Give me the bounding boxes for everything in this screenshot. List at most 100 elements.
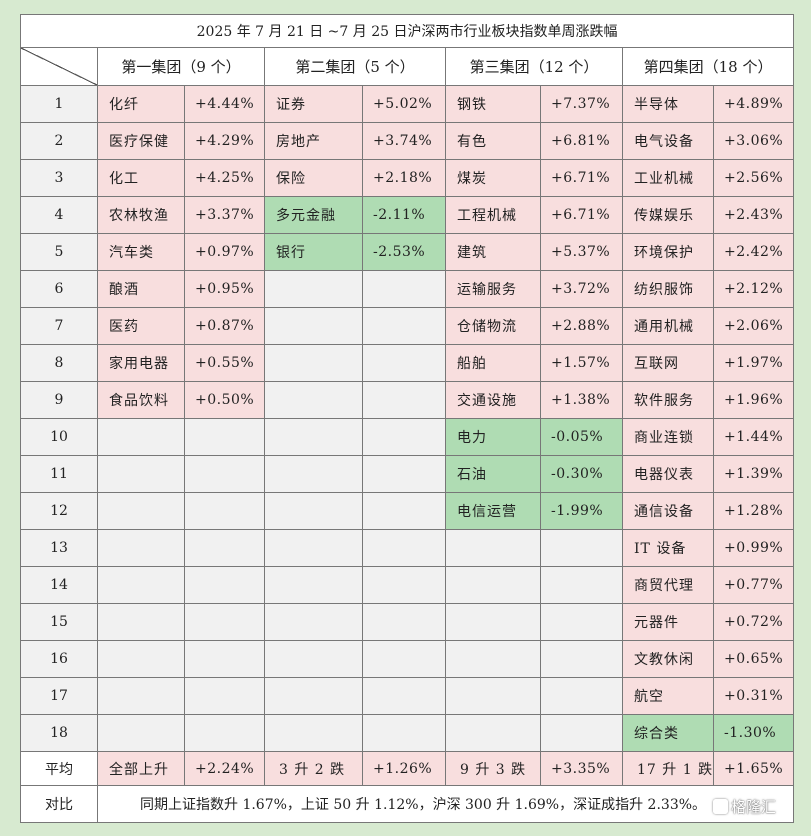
sector-name-cell: 商业连锁 [622, 418, 714, 456]
rank-cell: 15 [20, 603, 98, 641]
sector-change-cell: +3.06% [712, 122, 795, 160]
sector-name-cell: 农林牧渔 [97, 196, 185, 234]
sector-change-cell: +0.99% [712, 529, 795, 567]
empty-cell [97, 455, 185, 493]
empty-cell [184, 677, 265, 715]
sector-name-cell: 化工 [97, 159, 185, 197]
sector-name-cell: 航空 [622, 677, 714, 715]
sector-name-cell: 通用机械 [622, 307, 714, 345]
average-summary-cell: 9 升 3 跌 [445, 751, 541, 786]
table-row: 10 电力 -0.05% 商业连锁 +1.44% [20, 418, 795, 456]
sector-name-cell: 软件服务 [622, 381, 714, 419]
sector-change-cell: +3.74% [362, 122, 446, 160]
sector-change-cell: +6.71% [540, 196, 623, 234]
sector-name-cell: 酿酒 [97, 270, 185, 308]
rank-cell: 17 [20, 677, 98, 715]
sector-name-cell: 电器仪表 [622, 455, 714, 493]
sector-change-cell: +5.02% [362, 85, 446, 123]
table-row: 17 航空 +0.31% [20, 677, 795, 715]
average-summary-cell: 全部上升 [97, 751, 185, 786]
sector-change-cell: +0.65% [712, 640, 795, 678]
sector-name-cell: 化纤 [97, 85, 185, 123]
empty-cell [445, 566, 541, 604]
average-summary-cell: 3 升 2 跌 [264, 751, 363, 786]
sector-name-cell: 综合类 [622, 714, 714, 752]
table-row: 6 酿酒 +0.95% 运输服务 +3.72% 纺织服饰 +2.12% [20, 270, 795, 308]
sector-name-cell: 环境保护 [622, 233, 714, 271]
empty-cell [97, 529, 185, 567]
table-row: 3 化工 +4.25% 保险 +2.18% 煤炭 +6.71% 工业机械 +2.56% [20, 159, 795, 197]
empty-cell [362, 492, 446, 530]
sector-change-cell: +3.72% [540, 270, 623, 308]
rank-cell: 1 [20, 85, 98, 123]
sector-change-cell: +5.37% [540, 233, 623, 271]
rank-cell: 7 [20, 307, 98, 345]
empty-cell [97, 418, 185, 456]
sector-change-cell: +2.18% [362, 159, 446, 197]
empty-cell [362, 455, 446, 493]
sector-name-cell: 电力 [445, 418, 541, 456]
empty-cell [264, 640, 363, 678]
sector-change-cell: +0.95% [184, 270, 265, 308]
table-row: 8 家用电器 +0.55% 船舶 +1.57% 互联网 +1.97% [20, 344, 795, 382]
sector-name-cell: 保险 [264, 159, 363, 197]
empty-cell [540, 566, 623, 604]
table-title: 2025 年 7 月 21 日 ~7 月 25 日沪深两市行业板块指数单周涨跌幅 [19, 14, 795, 48]
empty-cell [264, 307, 363, 345]
sector-name-cell: 汽车类 [97, 233, 185, 271]
sector-change-cell: -2.11% [362, 196, 446, 234]
sector-change-cell: +2.56% [712, 159, 795, 197]
sector-name-cell: 家用电器 [97, 344, 185, 382]
watermark-text: 格隆汇 [730, 798, 776, 816]
sector-change-cell: +2.12% [712, 270, 795, 308]
empty-cell [97, 566, 185, 604]
sector-change-cell: +0.77% [712, 566, 795, 604]
empty-cell [362, 714, 446, 752]
sector-name-cell: 半导体 [622, 85, 714, 123]
sector-name-cell: 银行 [264, 233, 363, 271]
sector-name-cell: 医疗保健 [97, 122, 185, 160]
sector-change-cell: +1.44% [712, 418, 795, 456]
empty-cell [362, 307, 446, 345]
empty-cell [362, 603, 446, 641]
empty-cell [184, 492, 265, 530]
sector-change-cell: +1.57% [540, 344, 623, 382]
average-change-cell: +1.26% [362, 751, 446, 786]
rank-cell: 2 [20, 122, 98, 160]
watermark: 格隆汇 [712, 796, 776, 817]
group-header-4: 第四集团（18 个） [621, 47, 795, 86]
empty-cell [184, 603, 265, 641]
average-label: 平均 [20, 751, 98, 786]
group-header-1: 第一集团（9 个） [97, 47, 265, 86]
rank-cell: 18 [20, 714, 98, 752]
sector-name-cell: 工业机械 [622, 159, 714, 197]
table-row: 9 食品饮料 +0.50% 交通设施 +1.38% 软件服务 +1.96% [20, 381, 795, 419]
comparison-row: 对比 同期上证指数升 1.67%，上证 50 升 1.12%，沪深 300 升 1… [20, 785, 795, 823]
sector-name-cell: 多元金融 [264, 196, 363, 234]
sector-weekly-change-sheet: 2025 年 7 月 21 日 ~7 月 25 日沪深两市行业板块指数单周涨跌幅… [19, 14, 795, 823]
empty-cell [445, 640, 541, 678]
empty-cell [97, 640, 185, 678]
header-diagonal-corner [20, 47, 98, 86]
sector-name-cell: 仓储物流 [445, 307, 541, 345]
sector-change-cell: +1.97% [712, 344, 795, 382]
empty-cell [362, 529, 446, 567]
rank-cell: 8 [20, 344, 98, 382]
sector-name-cell: 交通设施 [445, 381, 541, 419]
rank-cell: 12 [20, 492, 98, 530]
sector-name-cell: 商贸代理 [622, 566, 714, 604]
empty-cell [362, 640, 446, 678]
sector-name-cell: 船舶 [445, 344, 541, 382]
sector-name-cell: 互联网 [622, 344, 714, 382]
sector-name-cell: IT 设备 [622, 529, 714, 567]
empty-cell [362, 344, 446, 382]
empty-cell [264, 418, 363, 456]
table-row: 7 医药 +0.87% 仓储物流 +2.88% 通用机械 +2.06% [20, 307, 795, 345]
sector-change-cell: +1.28% [712, 492, 795, 530]
sector-change-cell: +4.29% [184, 122, 265, 160]
comparison-label: 对比 [20, 785, 98, 823]
sector-name-cell: 食品饮料 [97, 381, 185, 419]
table-row: 12 电信运营 -1.99% 通信设备 +1.28% [20, 492, 795, 530]
comparison-text: 同期上证指数升 1.67%，上证 50 升 1.12%，沪深 300 升 1.6… [96, 785, 795, 823]
sector-change-cell: +7.37% [540, 85, 623, 123]
